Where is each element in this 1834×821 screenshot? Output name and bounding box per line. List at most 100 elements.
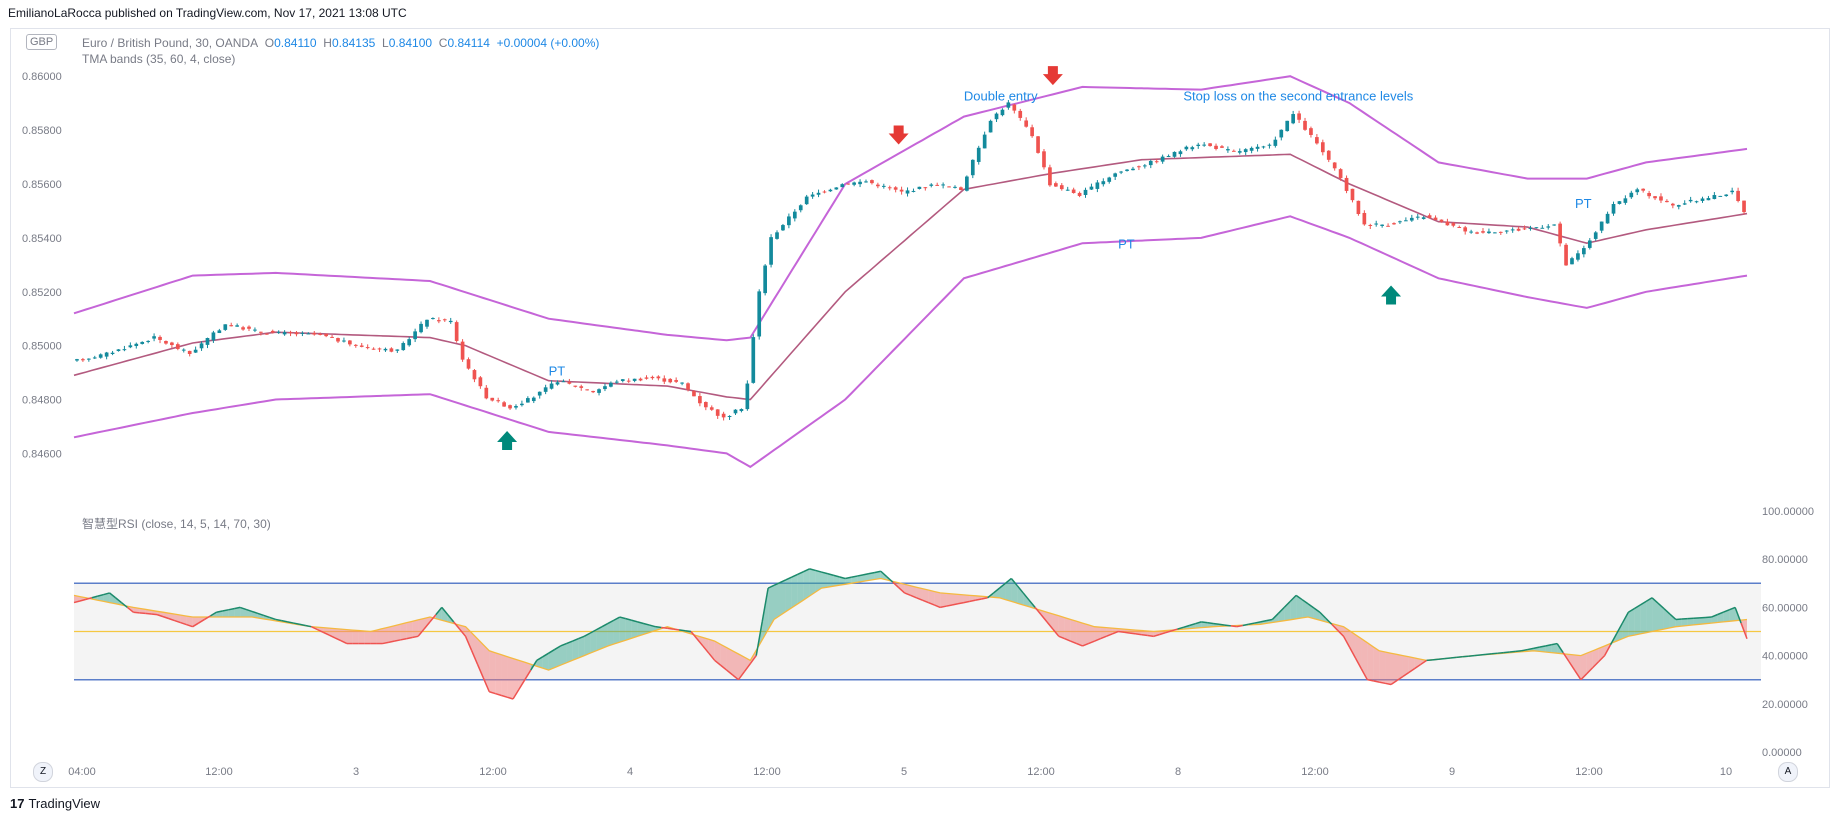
- rsi-line-segment: [1491, 652, 1498, 655]
- rsi-fill: [566, 641, 573, 663]
- candle-body: [1641, 188, 1646, 191]
- candle-body: [626, 380, 631, 382]
- candle-body: [1688, 199, 1693, 202]
- rsi-line-segment: [922, 599, 929, 604]
- published-line: EmilianoLaRocca published on TradingView…: [8, 6, 407, 20]
- candle-body: [223, 324, 228, 330]
- rsi-line-segment: [1266, 618, 1273, 622]
- candle-body: [1582, 248, 1586, 255]
- rsi-line-segment: [1153, 633, 1160, 638]
- candle-body: [365, 347, 370, 349]
- tradingview-logo[interactable]: 17 TradingView: [10, 796, 100, 811]
- rsi-fill: [702, 637, 709, 654]
- candle-body: [994, 113, 999, 120]
- candle-body: [1409, 217, 1414, 221]
- rsi-fill: [815, 570, 822, 592]
- candle-body: [484, 387, 489, 399]
- candle-body: [537, 391, 542, 396]
- rsi-line-segment: [1313, 607, 1321, 613]
- low-label: L: [382, 36, 389, 50]
- rsi-fill: [388, 625, 395, 643]
- candle-body: [1587, 240, 1592, 248]
- rsi-fill: [222, 609, 229, 617]
- candle-body: [1451, 223, 1456, 226]
- auto-scale-button[interactable]: A: [1778, 762, 1798, 782]
- rsi-fill: [103, 592, 110, 603]
- rsi-line-segment: [1201, 621, 1208, 624]
- rsi-fill: [1088, 624, 1095, 644]
- candle-body: [1629, 192, 1634, 198]
- rsi-legend[interactable]: 智慧型RSI (close, 14, 5, 14, 70, 30): [82, 517, 271, 531]
- candle-body: [1107, 177, 1112, 182]
- rsi-fill: [1082, 623, 1089, 646]
- candle-body: [1326, 150, 1331, 160]
- candle-body: [816, 192, 821, 195]
- candle-body: [181, 349, 186, 351]
- candle-body: [306, 333, 311, 335]
- rsi-line-segment: [1402, 671, 1410, 678]
- rsi-line-segment: [257, 612, 265, 617]
- chart-annotation: PT: [549, 363, 566, 378]
- candle-body: [1030, 127, 1034, 137]
- rsi-line-segment: [79, 598, 87, 602]
- candle-body: [1623, 198, 1628, 203]
- rsi-line-segment: [1556, 643, 1564, 653]
- time-tick-label: 4: [627, 766, 633, 778]
- rsi-line-segment: [1396, 675, 1404, 682]
- rsi-line-segment: [97, 593, 104, 597]
- rsi-line-segment: [1171, 628, 1178, 632]
- rsi-line-segment: [1373, 680, 1380, 683]
- rsi-line-segment: [1379, 681, 1386, 685]
- rsi-line-segment: [305, 624, 312, 628]
- candle-body: [1243, 149, 1248, 153]
- candle-body: [140, 341, 145, 344]
- rsi-line-segment: [673, 628, 680, 631]
- rsi-fill: [1100, 627, 1107, 639]
- rsi-fill: [1278, 607, 1285, 622]
- rsi-line-segment: [293, 622, 300, 626]
- rsi-fill: [1397, 654, 1403, 681]
- rsi-line-segment: [566, 640, 573, 645]
- rsi-line-segment: [506, 696, 514, 700]
- rsi-line-segment: [1734, 607, 1742, 624]
- rsi-line-segment: [1046, 621, 1054, 630]
- candle-body: [561, 381, 566, 383]
- rsi-line-segment: [512, 688, 520, 700]
- candle-body: [555, 382, 560, 385]
- rsi-line-segment: [429, 614, 437, 623]
- candle-body: [205, 338, 210, 345]
- rsi-line-segment: [222, 609, 229, 612]
- symbol-badge[interactable]: GBP: [26, 34, 58, 50]
- time-tick-label: 12:00: [753, 766, 781, 778]
- tma-legend[interactable]: TMA bands (35, 60, 4, close): [82, 52, 236, 66]
- rsi-line-segment: [1212, 622, 1220, 626]
- candle-body: [881, 185, 886, 187]
- candle-body: [1255, 146, 1260, 149]
- candle-body: [573, 385, 578, 387]
- rsi-line-segment: [328, 634, 336, 639]
- rsi-fill: [851, 576, 858, 584]
- rsi-line-segment: [1070, 640, 1077, 645]
- rsi-fill: [358, 630, 365, 644]
- rsi-line-segment: [874, 570, 881, 574]
- rsi-line-segment: [1438, 657, 1445, 660]
- rsi-fill: [732, 650, 739, 680]
- time-tick-label: 12:00: [205, 766, 233, 778]
- rsi-fill: [780, 579, 786, 616]
- candle-body: [158, 336, 162, 340]
- candle-body: [1469, 231, 1473, 233]
- rsi-line-segment: [186, 623, 193, 628]
- rsi-fill: [720, 644, 727, 671]
- rsi-line-segment: [1307, 603, 1315, 609]
- candle-body: [318, 333, 323, 335]
- rsi-line-segment: [1728, 606, 1736, 611]
- candle-body: [887, 187, 892, 189]
- rsi-line-segment: [993, 587, 1000, 594]
- rsi-line-segment: [1195, 621, 1202, 625]
- rsi-fill: [180, 615, 187, 625]
- candle-body: [1071, 189, 1076, 193]
- candle-body: [359, 345, 364, 347]
- tradingview-logo-text: TradingView: [28, 796, 101, 811]
- zoom-toggle-button[interactable]: Z: [33, 762, 53, 782]
